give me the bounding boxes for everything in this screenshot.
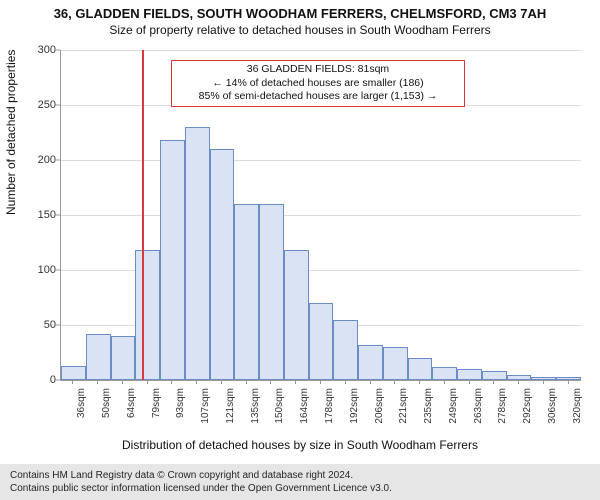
histogram-bar <box>457 369 482 380</box>
footer: Contains HM Land Registry data © Crown c… <box>0 464 600 500</box>
x-tick-mark <box>246 380 247 384</box>
histogram-bar <box>185 127 210 380</box>
histogram-bar <box>135 250 160 380</box>
x-tick-label: 306sqm <box>547 388 558 438</box>
y-tick-label: 0 <box>30 374 56 386</box>
x-tick-mark <box>171 380 172 384</box>
x-tick-label: 93sqm <box>175 388 186 438</box>
x-tick-label: 292sqm <box>522 388 533 438</box>
histogram-bar <box>482 371 507 380</box>
y-tick-mark <box>56 50 60 51</box>
x-tick-mark <box>419 380 420 384</box>
x-tick-mark <box>147 380 148 384</box>
x-tick-label: 235sqm <box>423 388 434 438</box>
histogram-bar <box>61 366 86 380</box>
x-tick-mark <box>72 380 73 384</box>
x-tick-mark <box>97 380 98 384</box>
annotation-line-3: 85% of semi-detached houses are larger (… <box>178 90 458 104</box>
chart-wrap: Number of detached properties 36 GLADDEN… <box>0 40 600 440</box>
histogram-bar <box>408 358 433 380</box>
y-tick-label: 100 <box>30 264 56 276</box>
x-tick-label: 178sqm <box>324 388 335 438</box>
x-tick-label: 249sqm <box>448 388 459 438</box>
histogram-bar <box>309 303 334 380</box>
y-tick-label: 300 <box>30 44 56 56</box>
x-tick-label: 263sqm <box>473 388 484 438</box>
x-tick-label: 121sqm <box>225 388 236 438</box>
histogram-bar <box>432 367 457 380</box>
histogram-bar <box>210 149 235 380</box>
y-tick-mark <box>56 105 60 106</box>
x-tick-mark <box>295 380 296 384</box>
marker-vertical-line <box>142 50 144 380</box>
histogram-bar <box>358 345 383 380</box>
x-tick-label: 150sqm <box>274 388 285 438</box>
x-tick-label: 107sqm <box>200 388 211 438</box>
footer-line-2: Contains public sector information licen… <box>10 482 590 495</box>
x-tick-label: 79sqm <box>151 388 162 438</box>
histogram-bar <box>86 334 111 380</box>
y-tick-label: 200 <box>30 154 56 166</box>
chart-container: 36, GLADDEN FIELDS, SOUTH WOODHAM FERRER… <box>0 0 600 500</box>
gridline <box>61 160 581 161</box>
x-tick-mark <box>320 380 321 384</box>
x-tick-mark <box>122 380 123 384</box>
histogram-bar <box>531 377 556 380</box>
gridline <box>61 215 581 216</box>
x-tick-mark <box>394 380 395 384</box>
x-tick-mark <box>469 380 470 384</box>
annotation-line-1: 36 GLADDEN FIELDS: 81sqm <box>178 63 458 77</box>
x-tick-label: 192sqm <box>349 388 360 438</box>
y-tick-label: 50 <box>30 319 56 331</box>
y-tick-label: 250 <box>30 99 56 111</box>
histogram-bar <box>160 140 185 380</box>
title-main: 36, GLADDEN FIELDS, SOUTH WOODHAM FERRER… <box>0 0 600 21</box>
y-tick-label: 150 <box>30 209 56 221</box>
histogram-bar <box>259 204 284 380</box>
histogram-bar <box>556 377 581 380</box>
y-tick-mark <box>56 325 60 326</box>
y-tick-mark <box>56 270 60 271</box>
y-tick-mark <box>56 380 60 381</box>
x-tick-mark <box>345 380 346 384</box>
x-tick-mark <box>370 380 371 384</box>
x-tick-mark <box>518 380 519 384</box>
x-tick-label: 206sqm <box>374 388 385 438</box>
x-tick-mark <box>221 380 222 384</box>
plot-area: 36 GLADDEN FIELDS: 81sqm ← 14% of detach… <box>60 50 581 381</box>
x-tick-label: 164sqm <box>299 388 310 438</box>
x-axis-label: Distribution of detached houses by size … <box>0 438 600 452</box>
footer-line-1: Contains HM Land Registry data © Crown c… <box>10 469 590 482</box>
title-sub: Size of property relative to detached ho… <box>0 21 600 37</box>
x-tick-mark <box>270 380 271 384</box>
y-tick-mark <box>56 160 60 161</box>
x-tick-label: 221sqm <box>398 388 409 438</box>
x-tick-mark <box>444 380 445 384</box>
x-tick-mark <box>493 380 494 384</box>
y-axis-label: Number of detached properties <box>4 50 18 215</box>
x-tick-label: 320sqm <box>572 388 583 438</box>
annotation-line-2: ← 14% of detached houses are smaller (18… <box>178 77 458 91</box>
annotation-box: 36 GLADDEN FIELDS: 81sqm ← 14% of detach… <box>171 60 465 107</box>
x-tick-mark <box>543 380 544 384</box>
x-tick-label: 278sqm <box>497 388 508 438</box>
x-tick-label: 36sqm <box>76 388 87 438</box>
gridline <box>61 50 581 51</box>
histogram-bar <box>284 250 309 380</box>
x-tick-label: 50sqm <box>101 388 112 438</box>
x-tick-label: 64sqm <box>126 388 137 438</box>
histogram-bar <box>111 336 136 380</box>
histogram-bar <box>383 347 408 380</box>
x-tick-mark <box>196 380 197 384</box>
x-tick-label: 135sqm <box>250 388 261 438</box>
histogram-bar <box>234 204 259 380</box>
x-tick-mark <box>568 380 569 384</box>
y-tick-mark <box>56 215 60 216</box>
histogram-bar <box>333 320 358 381</box>
